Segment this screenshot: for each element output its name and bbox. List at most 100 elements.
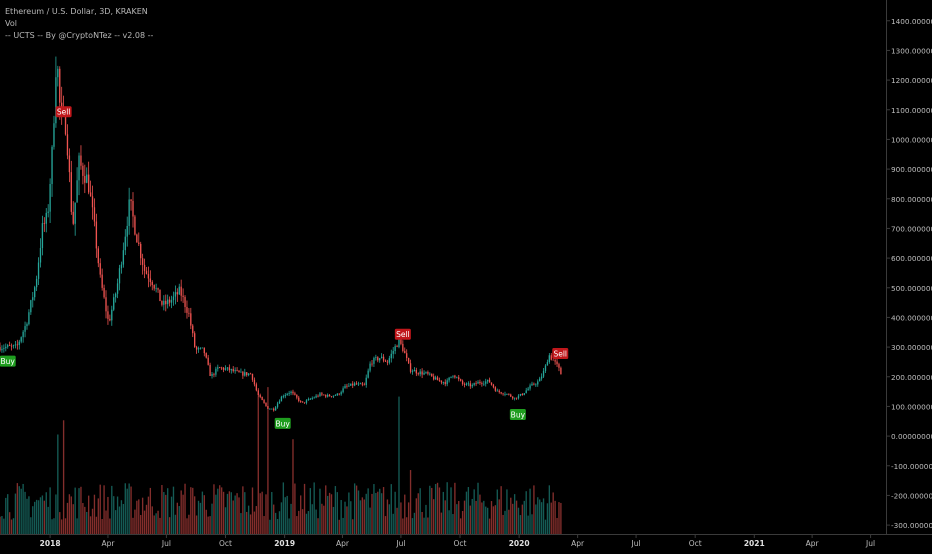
- volume-bar: [201, 491, 204, 534]
- volume-bar: [47, 506, 49, 534]
- volume-bar: [251, 487, 254, 534]
- buy-signal[interactable]: Buy: [0, 355, 16, 367]
- time-tick-label: Oct: [219, 539, 232, 548]
- volume-bar: [134, 509, 136, 534]
- candle-body: [184, 296, 186, 307]
- volume-bar: [486, 507, 489, 534]
- candle-body: [84, 175, 86, 183]
- volume-bar: [284, 497, 286, 534]
- volume-bar: [97, 498, 99, 534]
- candle-body: [415, 369, 418, 374]
- sell-signal[interactable]: Sell: [552, 347, 569, 359]
- signal-badge: [55, 106, 72, 118]
- time-axis[interactable]: 2018 Apr Jul Oct 2019 Apr Jul Oct 2020 Apr Jul Oct 2…: [40, 534, 875, 548]
- volume-bar: [323, 505, 325, 534]
- volume-bar: [396, 507, 398, 534]
- volume-indicator-label[interactable]: Vol: [5, 19, 17, 28]
- volume-bar: [232, 500, 234, 534]
- volume-bar: [265, 494, 267, 534]
- candle-body: [224, 368, 227, 370]
- price-tick-label: 600.00000000: [891, 254, 932, 263]
- volume-bar: [404, 494, 406, 534]
- candle-body: [390, 353, 392, 359]
- volume-bar: [454, 482, 456, 534]
- volume-bar: [234, 495, 236, 534]
- signal-badge: [0, 355, 16, 367]
- candle-body: [134, 216, 136, 235]
- volume-bar: [535, 504, 537, 534]
- candle-body: [49, 183, 51, 212]
- candle-body: [57, 68, 59, 78]
- volume-bar: [539, 499, 541, 534]
- signal-label: Sell: [396, 330, 410, 339]
- volume-bar: [427, 517, 429, 534]
- candle-body: [552, 359, 554, 361]
- volume-bar: [176, 502, 179, 534]
- candle-body: [371, 363, 373, 365]
- price-tick-label: -100.00000000: [891, 462, 932, 471]
- candle-body: [309, 398, 311, 400]
- candle-body: [149, 278, 152, 283]
- volume-bar: [161, 485, 163, 534]
- volume-bar: [508, 509, 510, 534]
- candle-body: [249, 373, 252, 375]
- candle-body: [89, 192, 92, 197]
- candle-body: [28, 312, 30, 325]
- volume-bar: [113, 496, 115, 534]
- candle-body: [539, 378, 541, 382]
- candle-body: [421, 371, 423, 375]
- candle-body: [82, 165, 84, 176]
- volume-bar: [72, 504, 74, 534]
- volume-bar: [379, 488, 381, 534]
- volume-bar: [469, 505, 471, 534]
- volume-bar: [504, 510, 506, 534]
- ucts-indicator-label[interactable]: -- UCTS -- By @CryptoNTez -- v2.08 --: [5, 31, 154, 40]
- buy-signal[interactable]: Buy: [509, 409, 526, 420]
- candle-body: [560, 367, 562, 375]
- candle-body: [377, 357, 379, 361]
- candle-body: [265, 402, 267, 407]
- candle-body: [346, 385, 348, 387]
- volume-bar: [209, 516, 211, 534]
- volume-bar: [68, 494, 71, 534]
- candle-body: [213, 373, 215, 375]
- candle-body: [508, 393, 510, 395]
- volume-bar: [247, 505, 250, 534]
- sell-signal[interactable]: Sell: [55, 106, 72, 118]
- volume-bar: [544, 519, 547, 534]
- candle-body: [259, 395, 261, 397]
- candle-body: [352, 383, 354, 386]
- candle-body: [165, 300, 167, 305]
- volume-bar: [1, 516, 3, 534]
- candle-body: [280, 396, 283, 402]
- price-axis[interactable]: 1400.00000000 1300.00000000 1200.00000000 1…: [886, 17, 932, 530]
- volume-bar: [219, 485, 221, 534]
- volume-bar: [365, 493, 367, 534]
- volume-bar: [226, 493, 229, 534]
- candle-body: [325, 395, 327, 397]
- time-tick-label: Jul: [395, 539, 405, 548]
- candle-body: [282, 396, 285, 398]
- volume-bar: [438, 487, 441, 534]
- volume-bar: [311, 504, 313, 534]
- symbol-title[interactable]: Ethereum / U.S. Dollar, 3D, KRAKEN: [5, 7, 148, 16]
- candle-body: [488, 379, 491, 383]
- volume-bar: [159, 517, 161, 534]
- candle-body: [236, 370, 238, 371]
- volume-bar: [373, 484, 375, 534]
- volume-bar: [8, 512, 11, 534]
- candle-body: [463, 384, 466, 385]
- volume-bar: [359, 500, 362, 534]
- candle-body: [471, 384, 473, 387]
- volume-bar: [217, 488, 219, 534]
- volume-bar: [59, 512, 61, 534]
- volume-bar: [301, 509, 304, 534]
- candle-body: [246, 372, 248, 376]
- buy-signal[interactable]: Buy: [274, 417, 291, 429]
- candle-body: [157, 288, 159, 290]
- volume-bar: [346, 506, 348, 534]
- sell-signal[interactable]: Sell: [394, 328, 411, 340]
- candle-body: [496, 390, 498, 392]
